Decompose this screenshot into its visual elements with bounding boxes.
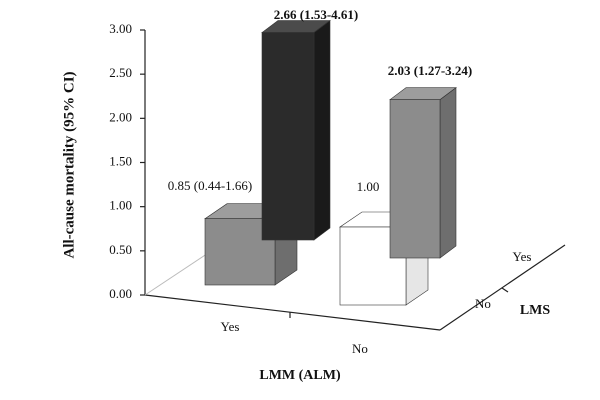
depth-tick (501, 287, 509, 293)
y-tick-label: 0.50 (109, 242, 132, 257)
y-axis-title: All-cause mortality (95% CI) (61, 71, 77, 258)
x-axis (144, 294, 441, 331)
y-tick-label: 1.50 (109, 153, 132, 168)
x-tick-label: No (352, 341, 368, 356)
data-label: 2.03 (1.27-3.24) (388, 63, 473, 78)
x-axis-title: LMM (ALM) (259, 368, 341, 383)
y-tick-label: 0.00 (109, 286, 132, 301)
data-label: 0.85 (0.44-1.66) (168, 178, 253, 193)
y-tick-label: 2.50 (109, 65, 132, 80)
data-label: 2.66 (1.53-4.61) (274, 7, 359, 22)
depth-axis-title: LMS (520, 303, 551, 318)
depth-axis (439, 244, 566, 331)
depth-tick-label: No (475, 296, 491, 311)
bar-side (439, 87, 457, 259)
bar (389, 99, 441, 259)
bar (261, 32, 315, 241)
data-label: 1.00 (357, 179, 380, 194)
depth-tick-label: Yes (513, 249, 532, 264)
y-tick-label: 3.00 (109, 21, 132, 36)
bar-side (313, 19, 331, 241)
x-tick-label: Yes (221, 319, 240, 334)
y-tick-label: 1.00 (109, 198, 132, 213)
y-tick-label: 2.00 (109, 109, 132, 124)
